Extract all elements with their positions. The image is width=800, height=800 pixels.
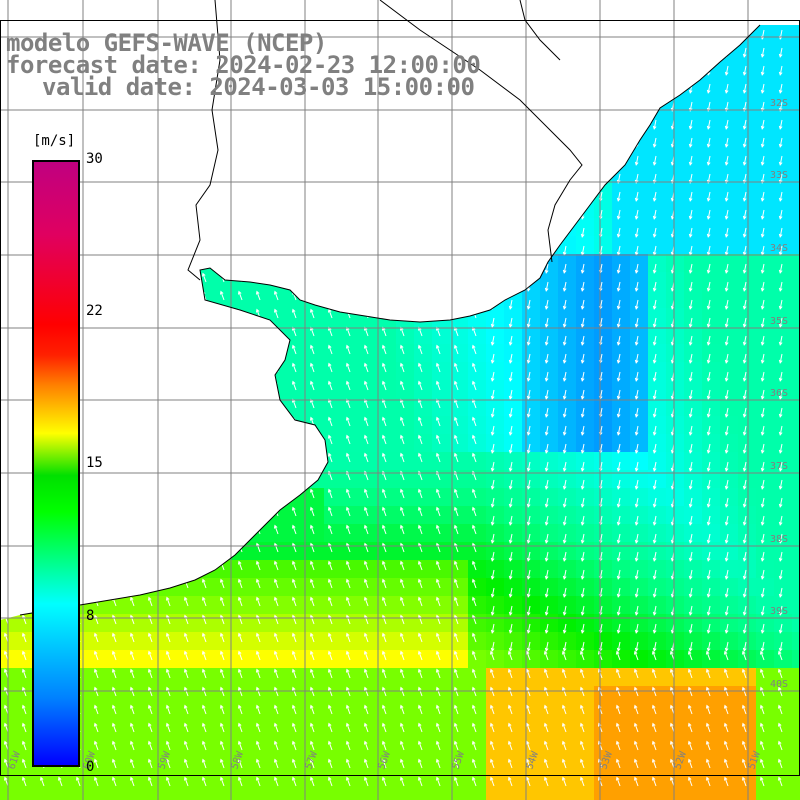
- lat-label: 40S: [770, 679, 788, 690]
- coastline: [19, 24, 761, 616]
- colorbar-tick-8: 8: [86, 608, 95, 624]
- lat-label: 38S: [770, 534, 788, 545]
- lat-label: 34S: [770, 243, 788, 254]
- model-title: modelo GEFS-WAVE (NCEP): [6, 29, 327, 57]
- forecast-date: forecast date: 2024-02-23 12:00:00: [6, 51, 481, 79]
- lat-label: 39S: [770, 606, 788, 617]
- border-line-north: [519, 0, 561, 61]
- wind-speed-colorbar: [32, 160, 80, 767]
- colorbar-tick-15: 15: [86, 455, 103, 471]
- lat-label: 35S: [770, 316, 788, 327]
- colorbar-unit-label: [m/s]: [33, 133, 76, 149]
- colorbar-tick-22: 22: [86, 303, 103, 319]
- border-line-west: [187, 0, 221, 281]
- lat-label: 32S: [770, 98, 788, 109]
- lat-label: 37S: [770, 461, 788, 472]
- colorbar-tick-0: 0: [86, 759, 95, 775]
- wind-speed-field: [0, 25, 800, 800]
- valid-date: valid date: 2024-03-03 15:00:00: [42, 73, 475, 101]
- lat-label: 36S: [770, 388, 788, 399]
- lat-label: 33S: [770, 170, 788, 181]
- border-line-east: [379, 0, 583, 263]
- colorbar-tick-30: 30: [86, 151, 103, 167]
